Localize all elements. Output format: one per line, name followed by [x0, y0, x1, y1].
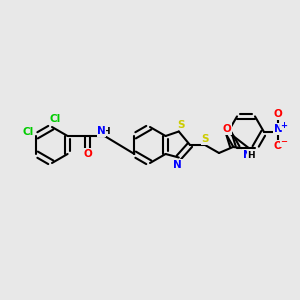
- Text: N: N: [274, 124, 282, 134]
- Text: O: O: [83, 149, 92, 159]
- Text: S: S: [177, 119, 184, 130]
- Text: N: N: [243, 150, 251, 160]
- Text: S: S: [201, 134, 209, 144]
- Text: O: O: [274, 109, 282, 119]
- Text: +: +: [280, 121, 287, 130]
- Text: H: H: [102, 127, 110, 136]
- Text: N: N: [97, 126, 106, 136]
- Text: O: O: [274, 141, 282, 151]
- Text: Cl: Cl: [23, 127, 34, 137]
- Text: O: O: [223, 124, 231, 134]
- Text: −: −: [280, 137, 287, 146]
- Text: N: N: [173, 160, 182, 170]
- Text: H: H: [247, 151, 255, 160]
- Text: Cl: Cl: [50, 114, 61, 124]
